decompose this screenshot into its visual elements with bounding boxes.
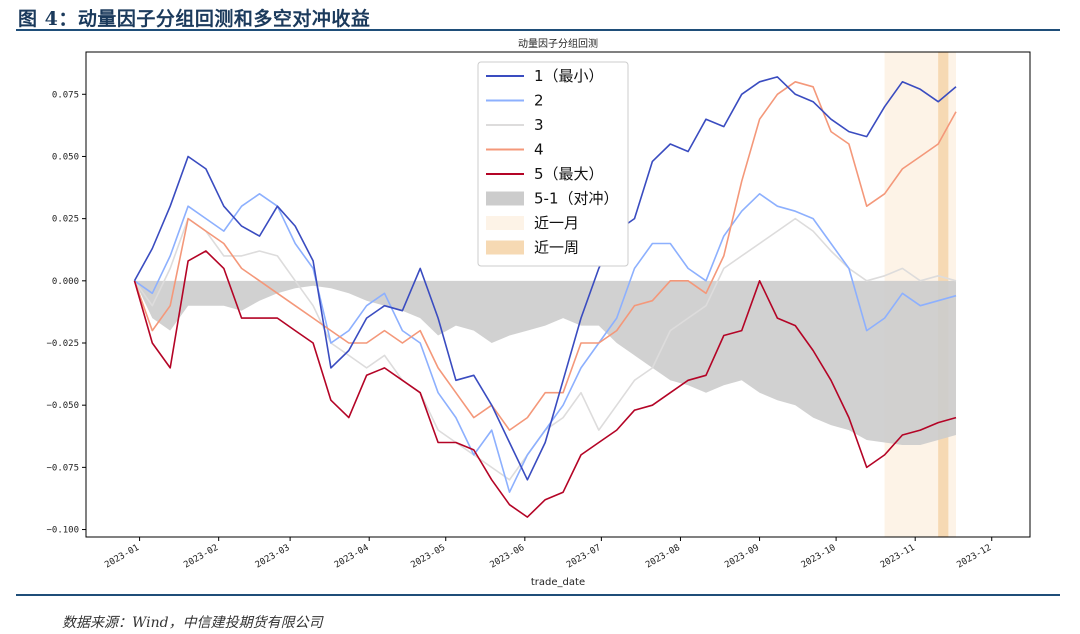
x-tick-label: 2023-11	[879, 543, 917, 571]
x-axis-title: trade_date	[531, 577, 585, 588]
chart-area: 动量因子分组回测 trade_date 0.075 0.050 0.025 0.000…	[46, 37, 1031, 588]
legend-label: 近一周	[534, 239, 579, 257]
y-tick-label: 0.050	[52, 152, 79, 162]
bottom-divider	[16, 594, 1060, 596]
y-tick-label: −0.025	[46, 339, 79, 349]
series-line-5	[133, 250, 957, 518]
x-tick-label: 2023-08	[644, 543, 682, 571]
series-line-1	[133, 76, 957, 481]
series-line-4	[133, 81, 957, 431]
legend-patch-swatch	[486, 216, 524, 230]
x-tick-label: 2023-10	[800, 543, 838, 571]
x-tick-label: 2023-09	[723, 543, 761, 571]
source-note: 数据来源：Wind，中信建投期货有限公司	[62, 615, 323, 631]
x-tick-label: 2023-03	[254, 543, 292, 571]
y-tick-label: 0.000	[52, 277, 79, 287]
x-tick-label: 2023-02	[182, 543, 220, 571]
y-tick-label: 0.075	[52, 90, 79, 100]
legend-patch-swatch	[486, 191, 524, 206]
x-tick-label: 2023-12	[955, 543, 993, 571]
series-line-2	[134, 193, 957, 494]
x-tick-label: 2023-07	[565, 543, 603, 571]
x-tick-label: 2023-01	[103, 543, 141, 571]
legend-label: 3	[534, 116, 544, 134]
legend-label: 2	[534, 92, 544, 110]
x-tick-label: 2023-04	[333, 543, 371, 571]
y-tick-label: −0.075	[46, 463, 79, 473]
top-divider	[16, 29, 1060, 31]
legend-box	[477, 61, 629, 267]
legend-label: 5-1（对冲）	[534, 190, 619, 208]
hedge-area	[134, 280, 957, 445]
legend-label: 5（最大）	[534, 165, 604, 183]
y-tick-label: 0.025	[52, 215, 79, 225]
figure-title: 图 4：动量因子分组回测和多空对冲收益	[18, 8, 371, 30]
y-tick-label: −0.100	[46, 526, 79, 536]
plot-layer	[133, 52, 957, 537]
legend-label: 1（最小）	[534, 67, 604, 85]
legend-patch-swatch	[486, 240, 524, 255]
axes-frame	[85, 51, 1031, 538]
chart-title: 动量因子分组回测	[518, 37, 598, 50]
legend-label: 近一月	[534, 214, 579, 232]
x-tick-label: 2023-05	[409, 543, 447, 571]
legend-label: 4	[534, 141, 544, 159]
y-tick-label: −0.050	[46, 401, 79, 411]
x-tick-label: 2023-06	[488, 543, 526, 571]
